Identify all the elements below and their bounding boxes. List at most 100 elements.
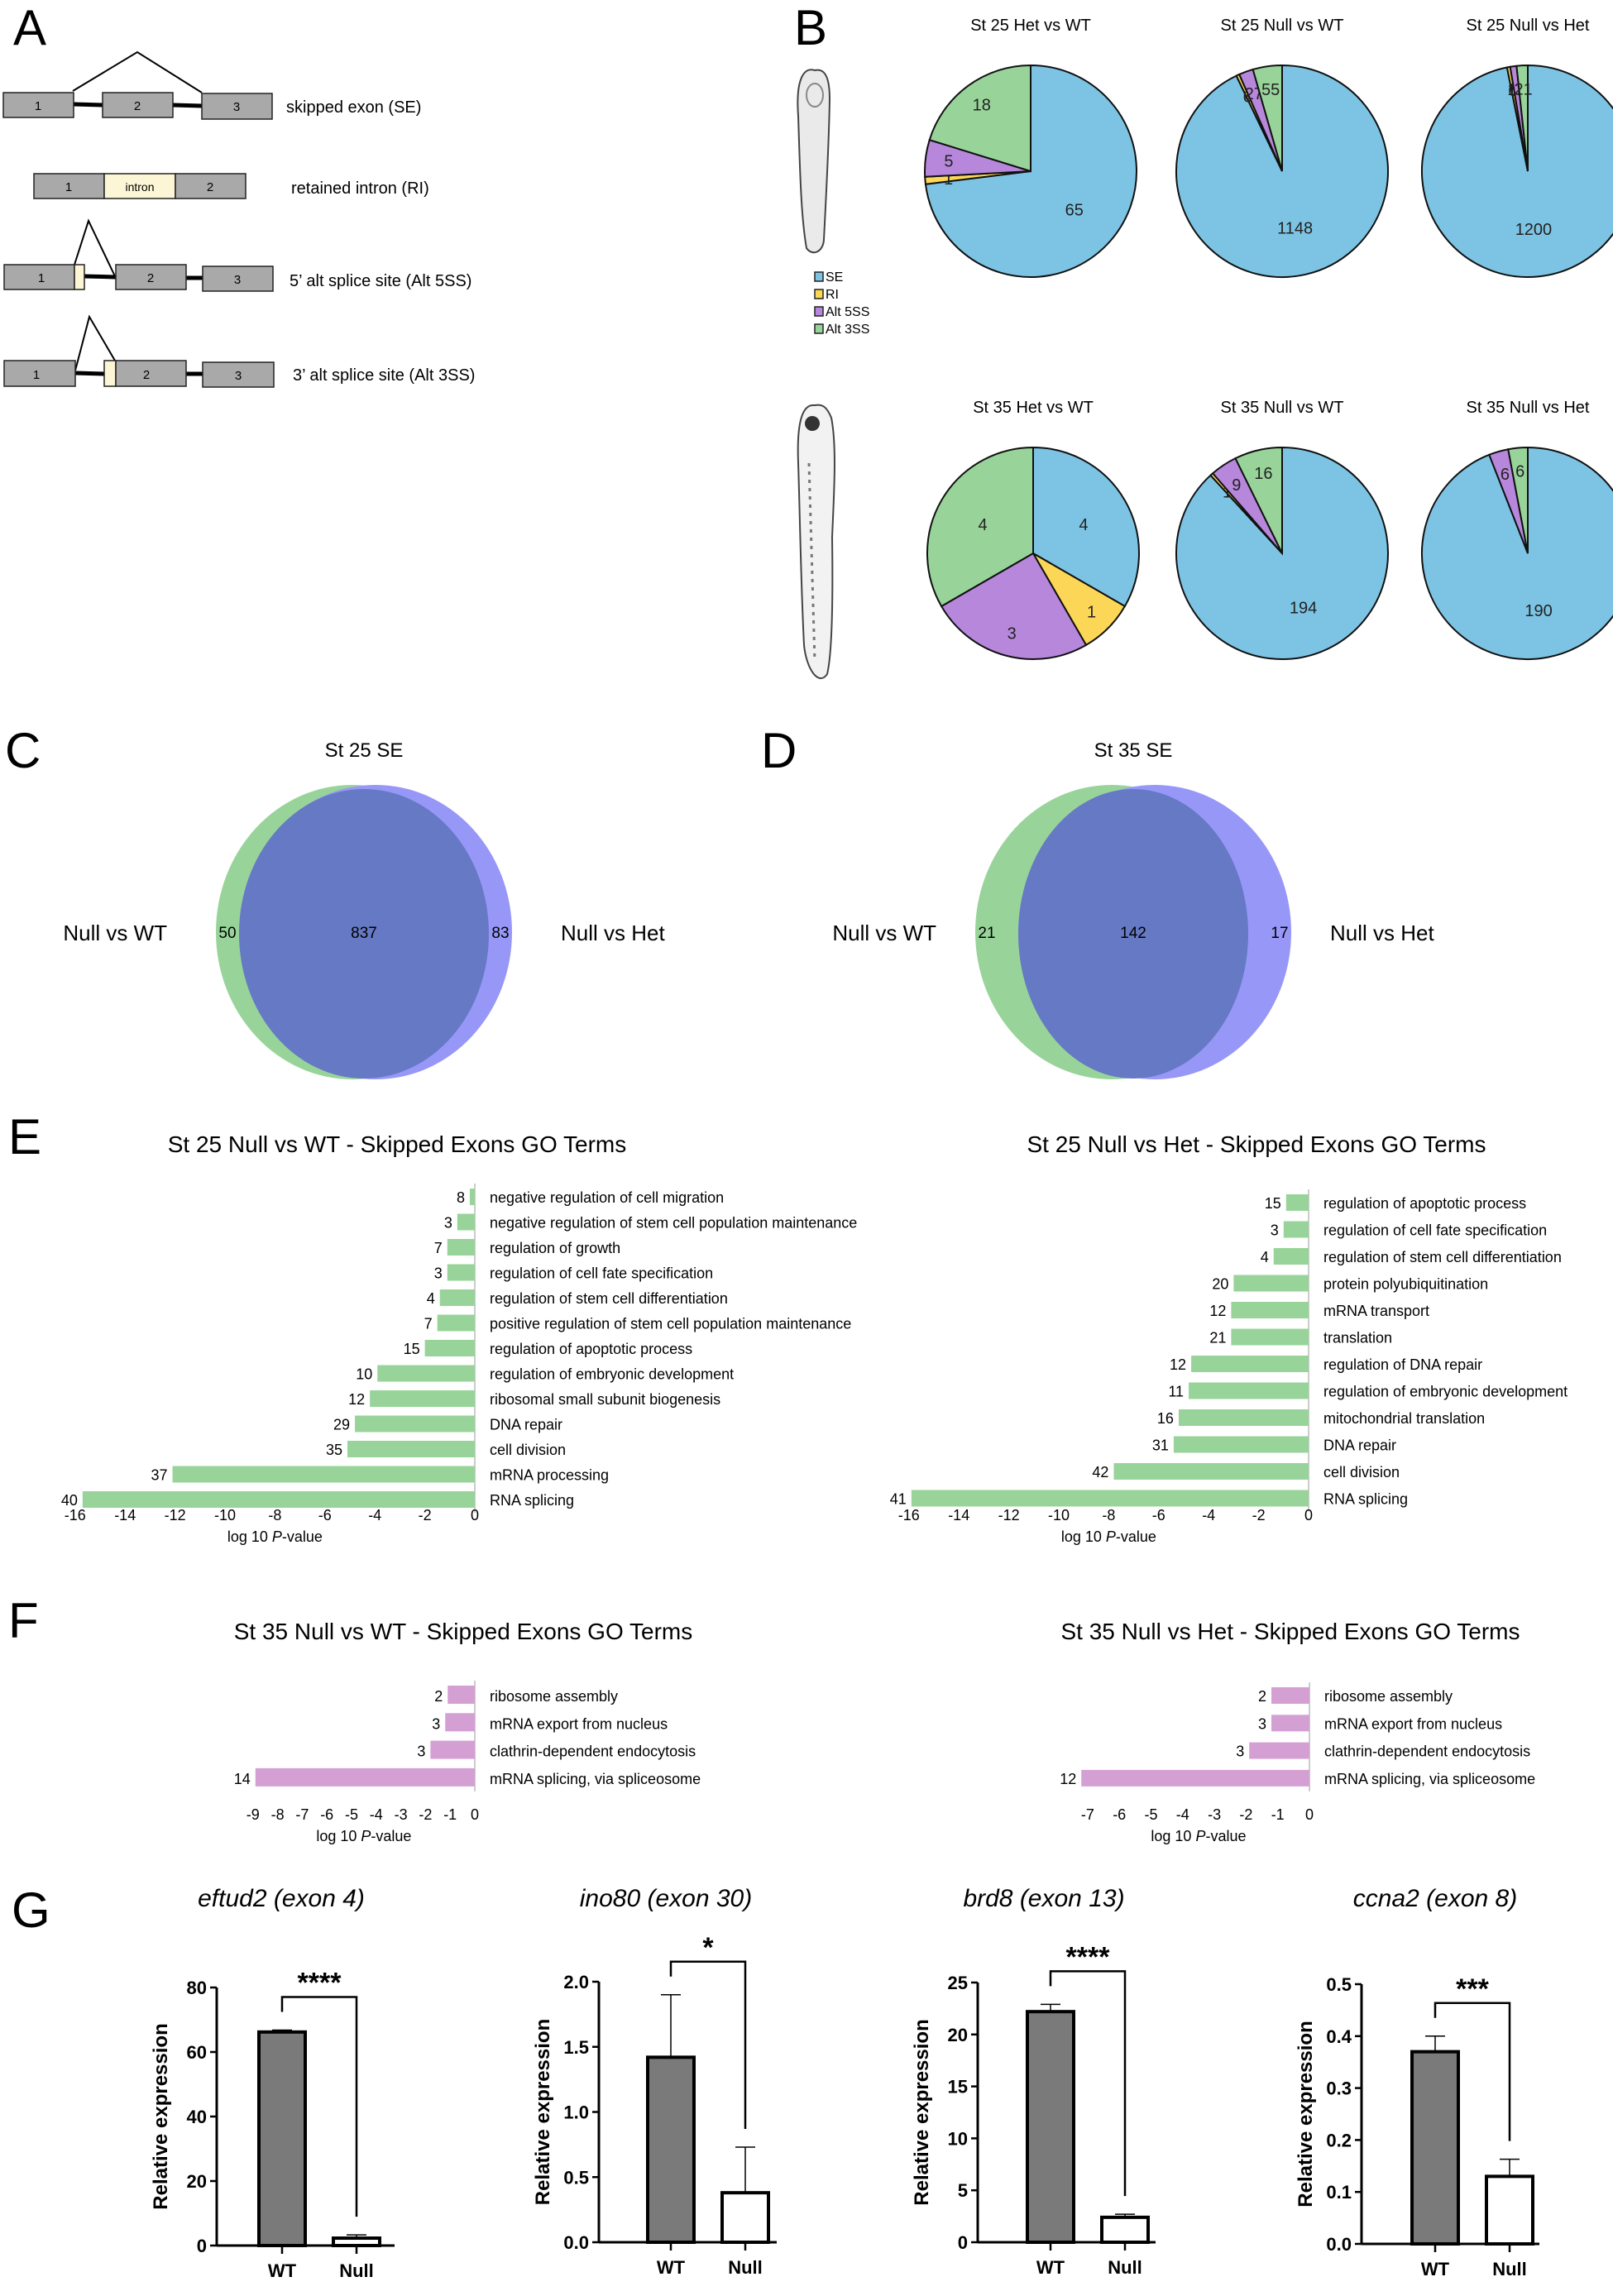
go-bar bbox=[1271, 1715, 1309, 1732]
intron-box bbox=[103, 173, 176, 199]
pie-value-label: 6 bbox=[1501, 466, 1510, 484]
panel-g-qpcr-charts: eftud2 (exon 4) 0 20 40 60 80 Relative express… bbox=[150, 1885, 1539, 2281]
x-tick-label: -8 bbox=[268, 1507, 281, 1523]
go-bar bbox=[1173, 1436, 1309, 1453]
go-bar bbox=[82, 1491, 476, 1508]
go-term-label: mRNA transport bbox=[1323, 1303, 1429, 1319]
significance-stars: **** bbox=[298, 1967, 342, 1998]
go-bar bbox=[1191, 1356, 1309, 1372]
go-term-label: regulation of embryonic development bbox=[1323, 1384, 1568, 1400]
x-tick-label: -2 bbox=[1239, 1806, 1252, 1823]
qpcr-bar-wt bbox=[1410, 2050, 1460, 2246]
exon-label: 1 bbox=[35, 99, 41, 113]
x-tick-label: -1 bbox=[443, 1806, 457, 1823]
pie-slice-alt-3ss bbox=[1252, 64, 1283, 172]
go-bar bbox=[1249, 1742, 1309, 1759]
x-tick-label: -2 bbox=[419, 1806, 432, 1823]
pie-value-label: 6 bbox=[1515, 463, 1524, 481]
pie-title: St 35 Null vs Het bbox=[1467, 399, 1590, 417]
qpcr-chart-title: ino80 (exon 30) bbox=[580, 1885, 752, 1912]
y-tick-label: 15 bbox=[948, 2077, 968, 2097]
go-bar-count: 37 bbox=[151, 1467, 168, 1484]
event-label: 5’ alt splice site (Alt 5SS) bbox=[290, 272, 471, 290]
go-term-label: regulation of stem cell differentiation bbox=[490, 1290, 728, 1307]
go-term-label: regulation of stem cell differentiation bbox=[1323, 1249, 1562, 1265]
go-bar-count: 11 bbox=[1168, 1384, 1184, 1400]
venn-diagram: St 25 SE Null vs WT Null vs Het 50 837 83 bbox=[63, 739, 665, 1079]
go-bar bbox=[1285, 1194, 1309, 1211]
y-axis-label: Relative expression bbox=[911, 2019, 933, 2205]
x-tick-label: -12 bbox=[165, 1507, 186, 1523]
go-bar-count: 14 bbox=[234, 1771, 251, 1787]
significance-bracket bbox=[1434, 2002, 1511, 2141]
go-term-label: regulation of apoptotic process bbox=[490, 1341, 692, 1357]
venn-title: St 25 SE bbox=[325, 739, 404, 762]
pie-chart: St 35 Null vs Het 190 6 6 bbox=[1421, 399, 1613, 660]
go-bar-count: 12 bbox=[1170, 1356, 1186, 1373]
pie-chart: St 25 Het vs WT 65 15 18 bbox=[924, 17, 1137, 278]
significance-bracket bbox=[280, 1996, 358, 2217]
qpcr-bar-wt bbox=[257, 2030, 307, 2248]
exon-label: 2 bbox=[147, 271, 154, 285]
pie-chart: St 35 Null vs WT 194 1 9 16 bbox=[1175, 399, 1389, 660]
go-bar-chart: St 25 Null vs Het - Skipped Exons GO Ter… bbox=[890, 1131, 1568, 1545]
go-bar bbox=[447, 1264, 475, 1281]
go-bar bbox=[255, 1767, 475, 1787]
pie-value-label: 9 bbox=[1232, 476, 1241, 495]
venn-set-b-label: Null vs Het bbox=[1330, 921, 1434, 945]
go-bar bbox=[911, 1490, 1309, 1507]
venn-only-a-count: 50 bbox=[218, 925, 236, 942]
pie-value-label: 1200 bbox=[1515, 221, 1553, 239]
go-term-label: negative regulation of cell migration bbox=[490, 1189, 724, 1206]
significance-bracket bbox=[669, 1960, 747, 2130]
legend-label: Alt 5SS bbox=[826, 305, 869, 319]
exon-box bbox=[2, 92, 74, 118]
go-term-label: mRNA processing bbox=[490, 1467, 609, 1484]
legend-swatch bbox=[814, 271, 824, 282]
exon-box bbox=[175, 173, 246, 199]
x-tick-label: -10 bbox=[1048, 1507, 1070, 1523]
go-bar-count: 2 bbox=[1258, 1688, 1266, 1705]
x-tick-label: -6 bbox=[320, 1806, 333, 1823]
x-tick-label: -6 bbox=[1113, 1806, 1126, 1823]
event-label: 3’ alt splice site (Alt 3SS) bbox=[293, 366, 475, 385]
panel-letter-b: B bbox=[794, 0, 827, 55]
y-tick-label: 0 bbox=[958, 2232, 968, 2253]
qpcr-chart-title: ccna2 (exon 8) bbox=[1353, 1885, 1517, 1912]
x-axis-label: log 10 P-value bbox=[316, 1828, 411, 1844]
x-tick-label: -2 bbox=[419, 1507, 432, 1523]
y-tick-label: 0.2 bbox=[1326, 2130, 1352, 2150]
pie-title: St 35 Het vs WT bbox=[973, 399, 1094, 417]
go-term-label: DNA repair bbox=[490, 1417, 562, 1433]
go-bar bbox=[377, 1365, 475, 1382]
qpcr-bar-chart: eftud2 (exon 4) 0 20 40 60 80 Relative express… bbox=[150, 1885, 395, 2281]
go-term-label: ribosome assembly bbox=[490, 1688, 618, 1705]
go-chart-title: St 35 Null vs WT - Skipped Exons GO Term… bbox=[234, 1619, 692, 1644]
qpcr-chart-title: brd8 (exon 13) bbox=[963, 1885, 1124, 1912]
pie-slice-se bbox=[1421, 446, 1613, 660]
pie-title: St 35 Null vs WT bbox=[1221, 399, 1344, 417]
panel-letter-g: G bbox=[12, 1882, 50, 1938]
significance-bracket bbox=[1049, 1970, 1127, 2197]
go-bar-count: 3 bbox=[1271, 1222, 1279, 1239]
y-tick-label: 0.0 bbox=[1326, 2234, 1352, 2255]
y-tick-label: 1.0 bbox=[563, 2102, 589, 2123]
x-category-label: WT bbox=[657, 2257, 686, 2278]
x-tick-label: -14 bbox=[114, 1507, 136, 1523]
qpcr-bar-null bbox=[332, 2236, 381, 2248]
venn-overlap-count: 142 bbox=[1120, 925, 1146, 942]
x-tick-label: -6 bbox=[318, 1507, 332, 1523]
x-axis-label: log 10 P-value bbox=[227, 1528, 323, 1545]
go-bar bbox=[1081, 1769, 1309, 1787]
significance-stars: *** bbox=[1456, 1973, 1489, 2005]
go-term-label: RNA splicing bbox=[1323, 1491, 1408, 1508]
pie-value-label: 194 bbox=[1290, 600, 1317, 618]
qpcr-bar-wt bbox=[646, 2055, 696, 2245]
exon-box bbox=[102, 92, 174, 118]
go-bar-count: 35 bbox=[326, 1442, 342, 1458]
exon-label: 2 bbox=[134, 99, 141, 113]
exon-label: 3 bbox=[233, 100, 240, 114]
significance-stars: **** bbox=[1066, 1941, 1111, 1973]
